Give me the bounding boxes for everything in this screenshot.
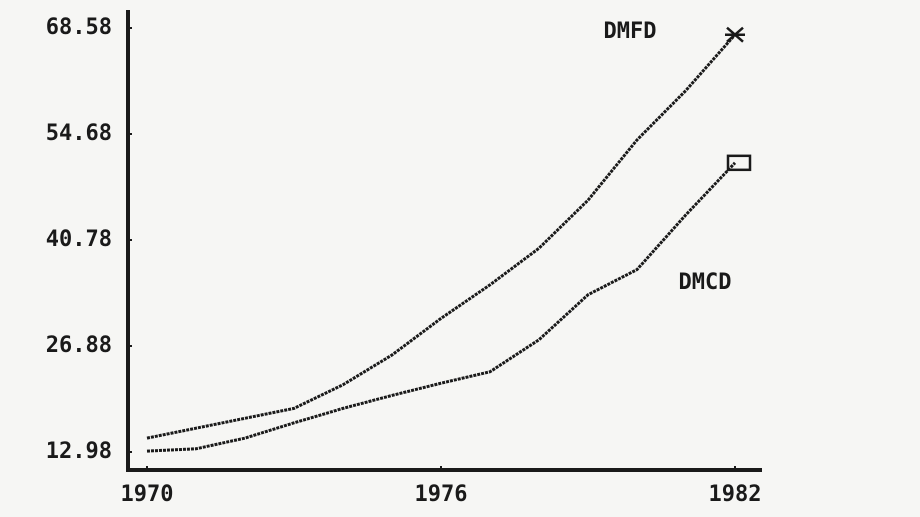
x-tick-label: 1976 [415,482,468,507]
x-tick-label: 1982 [709,482,762,507]
y-tick-label: 68.58 [46,15,112,40]
x-tick-label: 1970 [121,482,174,507]
series-label: DMFD [604,19,657,44]
series-line [146,33,737,440]
marker-square [726,154,752,172]
y-tick-label: 54.68 [46,121,112,146]
series-label: DMCD [679,270,732,295]
marker-x [725,26,745,43]
y-tick-label: 12.98 [46,439,112,464]
y-tick-label: 40.78 [46,227,112,252]
y-tick-label: 26.88 [46,333,112,358]
series-line [146,161,737,453]
